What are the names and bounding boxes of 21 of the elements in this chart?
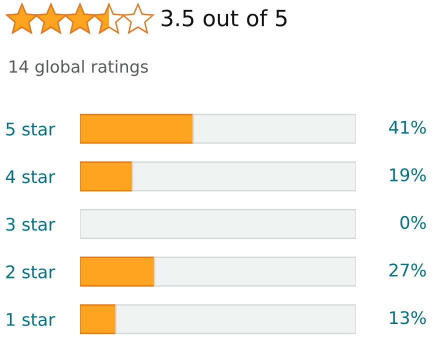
data-label: 27% bbox=[390, 264, 426, 277]
bar bbox=[80, 256, 156, 287]
data-label: 19% bbox=[390, 168, 426, 182]
bar bbox=[80, 209, 356, 239]
data-label: 0% bbox=[400, 216, 426, 230]
y-tick-label: 3 star bbox=[6, 218, 56, 231]
data-label: 41% bbox=[389, 120, 426, 134]
bar bbox=[115, 304, 356, 334]
bar bbox=[80, 114, 194, 144]
bar bbox=[132, 161, 356, 192]
bar bbox=[80, 161, 134, 192]
y-tick-label: 2 star bbox=[6, 265, 56, 278]
y-tick-label: 1 star bbox=[6, 313, 56, 326]
y-tick-label: 4 star bbox=[6, 170, 56, 184]
bar bbox=[154, 256, 356, 287]
chart-title: 3.5 out of 5 bbox=[162, 9, 287, 26]
y-tick-label: 5 star bbox=[6, 122, 56, 136]
data-label: 13% bbox=[390, 311, 426, 324]
bar bbox=[192, 114, 356, 144]
bar bbox=[80, 304, 117, 334]
chart-subtitle: 14 global ratings bbox=[10, 60, 148, 76]
